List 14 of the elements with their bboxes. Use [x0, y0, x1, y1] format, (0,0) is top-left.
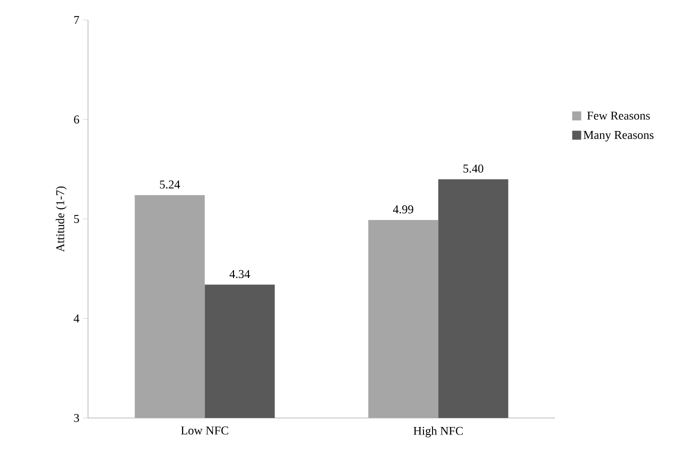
- y-tick-label: 5: [74, 215, 80, 223]
- legend-label: Few Reasons: [587, 112, 650, 120]
- y-tick-label: 7: [74, 16, 80, 24]
- legend-label: Many Reasons: [584, 131, 654, 142]
- x-tick-label: High NFC: [414, 426, 463, 438]
- data-label: 5.24: [160, 180, 180, 189]
- y-axis-title: Attitude (1-7): [56, 186, 67, 252]
- data-label: 5.40: [463, 164, 484, 173]
- y-tick-label: 3: [74, 414, 80, 422]
- y-tick-label: 6: [74, 115, 80, 124]
- data-label: 4.34: [230, 270, 250, 278]
- x-tick-label: Low NFC: [181, 426, 228, 435]
- data-label: 4.99: [393, 205, 414, 214]
- y-tick-label: 4: [74, 314, 80, 322]
